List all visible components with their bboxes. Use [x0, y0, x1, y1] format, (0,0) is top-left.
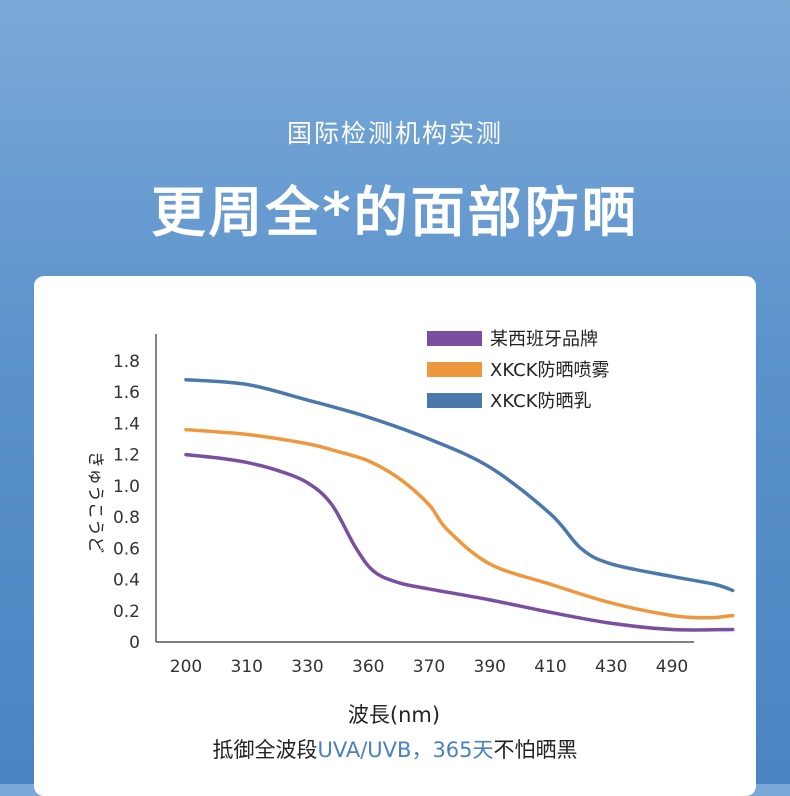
x-tick-label: 390 [474, 657, 506, 677]
footer-highlight: UVA/UVB，365天 [317, 738, 494, 762]
legend-label: 某西班牙品牌 [490, 329, 598, 350]
x-tick-label: 490 [656, 657, 688, 677]
legend-label: XKCK防晒乳 [490, 391, 592, 412]
x-tick-label: 330 [291, 657, 323, 677]
footer-part1: 抵御全波段 [212, 738, 318, 762]
y-tick-label: 0.6 [113, 539, 140, 559]
series-line-2 [184, 427, 735, 620]
y-tick-label: 1.8 [113, 352, 140, 372]
header-title: 更周全*的面部防晒 [151, 181, 639, 244]
y-axis-label: きゅうこうど [85, 451, 105, 553]
footer-tagline: 抵御全波段UVA/UVB，365天不怕晒黑 [0, 734, 790, 764]
legend-swatch [427, 362, 482, 377]
line-chart: 0 0.2 0.4 0.6 0.8 1.0 1.2 1.4 1.6 1.8 200 310 330 36… [85, 329, 735, 727]
x-axis-label: 波長(nm) [348, 703, 440, 727]
legend-label: XKCK防晒喷雾 [490, 360, 610, 381]
x-tick-label: 430 [595, 657, 627, 677]
x-tick-label: 410 [534, 657, 566, 677]
y-tick-label: 1.0 [113, 477, 140, 497]
series-line-3 [184, 377, 735, 593]
x-tick-label: 310 [231, 657, 263, 677]
y-tick-label: 0.8 [113, 508, 140, 528]
chart-card: 0 0.2 0.4 0.6 0.8 1.0 1.2 1.4 1.6 1.8 200 310 330 36… [34, 276, 756, 796]
series-line-1 [184, 452, 735, 632]
x-tick-label: 370 [413, 657, 445, 677]
y-tick-label: 1.2 [113, 446, 140, 466]
legend-swatch [427, 393, 482, 408]
y-tick-label: 0 [129, 633, 140, 653]
legend-swatch [427, 331, 482, 346]
x-tick-label: 360 [352, 657, 384, 677]
footer-part3: 不怕晒黑 [493, 738, 578, 762]
header-subtitle: 国际检测机构实测 [286, 119, 503, 148]
y-tick-label: 0.4 [113, 571, 140, 591]
y-tick-label: 1.6 [113, 383, 140, 403]
y-tick-label: 0.2 [113, 602, 140, 622]
y-tick-label: 1.4 [113, 414, 140, 434]
x-tick-label: 200 [170, 657, 202, 677]
